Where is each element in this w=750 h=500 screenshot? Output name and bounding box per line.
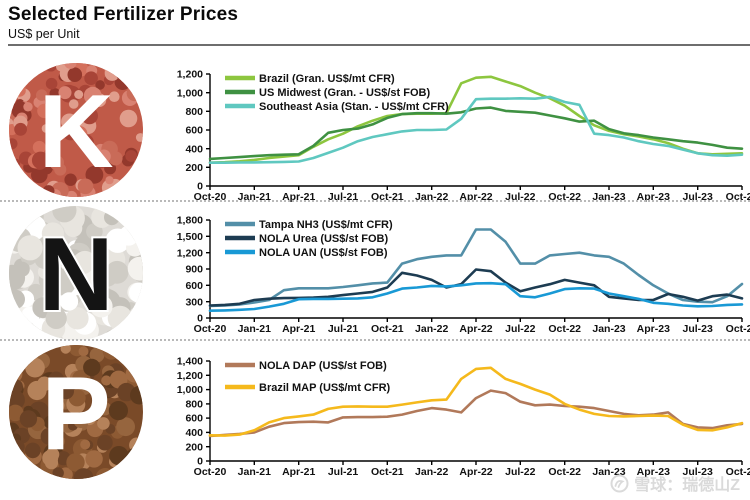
- svg-text:Oct-23: Oct-23: [726, 466, 750, 478]
- svg-text:0: 0: [197, 312, 203, 324]
- svg-text:Southeast Asia (Stan. - US$/mt: Southeast Asia (Stan. - US$/mt CFR): [259, 101, 449, 113]
- svg-text:Apr-22: Apr-22: [459, 466, 492, 478]
- svg-text:1,200: 1,200: [177, 370, 203, 382]
- svg-text:800: 800: [185, 106, 203, 118]
- svg-text:Apr-23: Apr-23: [637, 466, 670, 478]
- svg-text:1,000: 1,000: [177, 384, 203, 396]
- svg-text:Oct-20: Oct-20: [194, 466, 227, 478]
- svg-text:600: 600: [185, 124, 203, 136]
- svg-text:Apr-21: Apr-21: [282, 466, 315, 478]
- svg-text:800: 800: [185, 398, 203, 410]
- svg-text:Apr-22: Apr-22: [459, 323, 492, 335]
- svg-text:Jul-21: Jul-21: [328, 466, 359, 478]
- svg-text:Oct-22: Oct-22: [548, 323, 581, 335]
- svg-text:600: 600: [185, 280, 203, 292]
- svg-text:NOLA Urea (US$/st FOB): NOLA Urea (US$/st FOB): [259, 233, 389, 245]
- svg-text:US Midwest (Gran. - US$/st FOB: US Midwest (Gran. - US$/st FOB): [259, 87, 430, 99]
- svg-text:K: K: [38, 74, 113, 190]
- svg-text:400: 400: [185, 427, 203, 439]
- panel-potash: K 0 200 400 600 800 1,000 1,200 Oct-20 Jan-21 Apr…: [0, 46, 750, 203]
- nitrogen-prills-image: N: [9, 205, 143, 340]
- watermark: 雪球：瑞德山Z: [610, 471, 740, 495]
- header-rule: [8, 43, 750, 46]
- svg-text:1,200: 1,200: [177, 68, 203, 80]
- svg-text:Oct-20: Oct-20: [194, 323, 227, 335]
- report-subtitle: US$ per Unit: [8, 26, 80, 41]
- report-header: Selected Fertilizer Prices US$ per Unit: [0, 0, 750, 46]
- phosphate-price-chart: 0 200 400 600 800 1,000 1,200 1,400 Oct-20 Jan-21…: [177, 355, 750, 478]
- svg-text:Apr-21: Apr-21: [282, 323, 315, 335]
- svg-text:Brazil (Gran. US$/mt CFR): Brazil (Gran. US$/mt CFR): [259, 73, 395, 85]
- svg-text:Jan-21: Jan-21: [238, 466, 271, 478]
- svg-text:NOLA DAP (US$/st FOB): NOLA DAP (US$/st FOB): [259, 360, 387, 372]
- potash-granules-image: K: [9, 62, 143, 197]
- svg-text:Apr-23: Apr-23: [637, 323, 670, 335]
- svg-text:NOLA UAN (US$/st FOB): NOLA UAN (US$/st FOB): [259, 247, 388, 259]
- svg-text:Jul-22: Jul-22: [505, 466, 536, 478]
- watermark-text: 雪球：瑞德山Z: [634, 477, 740, 494]
- svg-text:Jan-22: Jan-22: [415, 466, 448, 478]
- svg-text:1,500: 1,500: [177, 231, 203, 243]
- svg-text:1,000: 1,000: [177, 87, 203, 99]
- svg-text:Jan-23: Jan-23: [592, 323, 625, 335]
- svg-text:Oct-21: Oct-21: [371, 466, 404, 478]
- svg-text:400: 400: [185, 143, 203, 155]
- svg-text:Jul-22: Jul-22: [505, 323, 536, 335]
- svg-text:N: N: [38, 217, 113, 333]
- svg-text:1,200: 1,200: [177, 247, 203, 259]
- report-title: Selected Fertilizer Prices: [8, 4, 239, 25]
- panel-phosphate: P 0 200 400 600 800 1,000 1,200 1,400 Oct-20 Jan-…: [0, 338, 750, 480]
- svg-text:900: 900: [185, 263, 203, 275]
- svg-text:1,800: 1,800: [177, 214, 203, 226]
- svg-text:Jul-21: Jul-21: [328, 323, 359, 335]
- svg-text:300: 300: [185, 296, 203, 308]
- svg-text:Oct-22: Oct-22: [548, 466, 581, 478]
- svg-text:Jul-23: Jul-23: [683, 466, 714, 478]
- svg-text:Jan-22: Jan-22: [415, 323, 448, 335]
- phosphate-granules-image: P: [9, 344, 143, 479]
- xueqiu-logo-icon: [610, 474, 629, 492]
- svg-text:200: 200: [185, 441, 203, 453]
- svg-text:Jul-23: Jul-23: [683, 323, 714, 335]
- svg-text:Jan-21: Jan-21: [238, 323, 271, 335]
- svg-text:P: P: [41, 356, 110, 472]
- svg-text:600: 600: [185, 413, 203, 425]
- svg-text:Oct-21: Oct-21: [371, 323, 404, 335]
- svg-text:Oct-23: Oct-23: [726, 323, 750, 335]
- panel-nitrogen: N 0 300 600 900 1,200 1,500 1,800 Oct-20 Jan-21 A…: [0, 199, 750, 340]
- nitrogen-price-chart: 0 300 600 900 1,200 1,500 1,800 Oct-20 Jan-21 Apr…: [177, 214, 750, 335]
- svg-text:0: 0: [197, 455, 203, 467]
- svg-text:200: 200: [185, 162, 203, 174]
- svg-text:0: 0: [197, 180, 203, 192]
- svg-text:Tampa NH3 (US$/mt CFR): Tampa NH3 (US$/mt CFR): [259, 219, 393, 231]
- svg-text:1,400: 1,400: [177, 355, 203, 367]
- svg-text:Brazil MAP (US$/mt CFR): Brazil MAP (US$/mt CFR): [259, 382, 391, 394]
